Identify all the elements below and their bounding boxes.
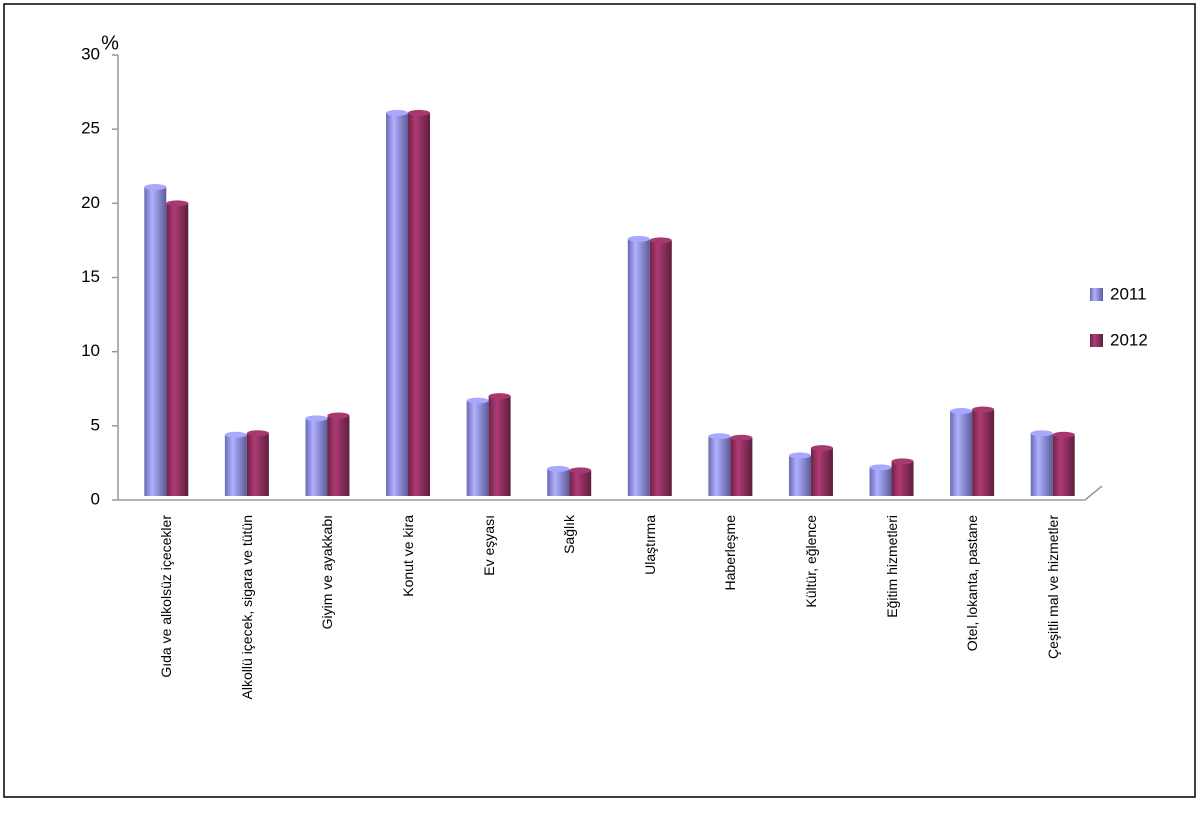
bar (1030, 433, 1053, 496)
bar (327, 415, 350, 496)
x-tick-label: Alkollü içecek, sigara ve tütün (238, 515, 255, 700)
frame (3, 3, 1196, 798)
bar-top (327, 412, 350, 419)
bar (810, 448, 833, 496)
bar (1052, 434, 1075, 496)
x-tick-label: Giyim ve ayakkabı (319, 515, 336, 630)
floor (118, 485, 1103, 501)
bar (305, 418, 328, 496)
legend-swatch (1090, 334, 1103, 347)
x-tick-label: Ev eşyası (480, 515, 497, 576)
bar-top (649, 237, 672, 244)
x-tick-label: Çeşitli mal ve hizmetler (1044, 515, 1061, 659)
bar-top (569, 467, 592, 474)
bar-top (950, 408, 973, 414)
x-tick-label: Eğitim hizmetleri (883, 515, 900, 618)
bar-top (730, 434, 753, 441)
x-tick-label: Konut ve kira (400, 515, 417, 597)
bar-top (547, 465, 570, 472)
bar-top (972, 406, 995, 413)
bar (246, 433, 269, 496)
legend-label: 2011 (1110, 284, 1147, 303)
bar (950, 411, 973, 496)
y-tick-label: 5 (91, 415, 100, 434)
bar (386, 112, 409, 496)
bar-top (891, 458, 914, 465)
bar (166, 203, 189, 497)
legend-label: 2012 (1110, 330, 1148, 349)
bar (569, 470, 592, 496)
bar (708, 436, 731, 496)
y-tick-label: 15 (81, 267, 100, 286)
bar (224, 434, 247, 496)
y-tick-label: 30 (81, 44, 100, 63)
bar (547, 468, 570, 496)
x-tick-label: Kültür, eğlence (802, 515, 819, 608)
x-tick-label: Otel, lokanta, pastane (964, 515, 981, 652)
bar-top (1052, 431, 1075, 438)
x-tick-label: Ulaştırma (641, 515, 658, 575)
bar (891, 461, 914, 496)
bar-top (166, 200, 189, 207)
bar (488, 396, 511, 496)
y-tick-label: 25 (81, 119, 100, 138)
y-tick-label: 20 (81, 193, 100, 212)
bar (972, 409, 995, 496)
bar (649, 240, 672, 496)
bar-top (708, 433, 731, 440)
bar-top (788, 452, 811, 459)
bar-top (224, 431, 247, 438)
bar (466, 400, 489, 496)
x-tick-label: Gıda ve alkolsüz içecekler (158, 515, 175, 678)
y-axis-label: % (101, 32, 119, 54)
bar-top (466, 397, 489, 404)
bar-top (869, 464, 892, 471)
bar-top (144, 184, 167, 191)
bar (788, 455, 811, 496)
y-tick-label: 10 (81, 341, 100, 360)
bar (408, 112, 431, 496)
y-tick-label: 0 (91, 489, 100, 508)
bar-top (305, 415, 328, 422)
bar-top (488, 393, 511, 400)
bar-top (1030, 430, 1053, 437)
bar (627, 238, 650, 496)
x-tick-label: Sağlık (561, 515, 578, 554)
bar (144, 187, 167, 496)
bar-top (810, 445, 833, 452)
bar-top (627, 235, 650, 242)
bar-top (408, 109, 431, 116)
bar (869, 467, 892, 496)
bar-top (246, 430, 269, 437)
legend-swatch (1090, 288, 1103, 301)
bar-top (386, 109, 409, 116)
bar (730, 437, 753, 496)
x-tick-label: Haberleşme (722, 515, 739, 591)
